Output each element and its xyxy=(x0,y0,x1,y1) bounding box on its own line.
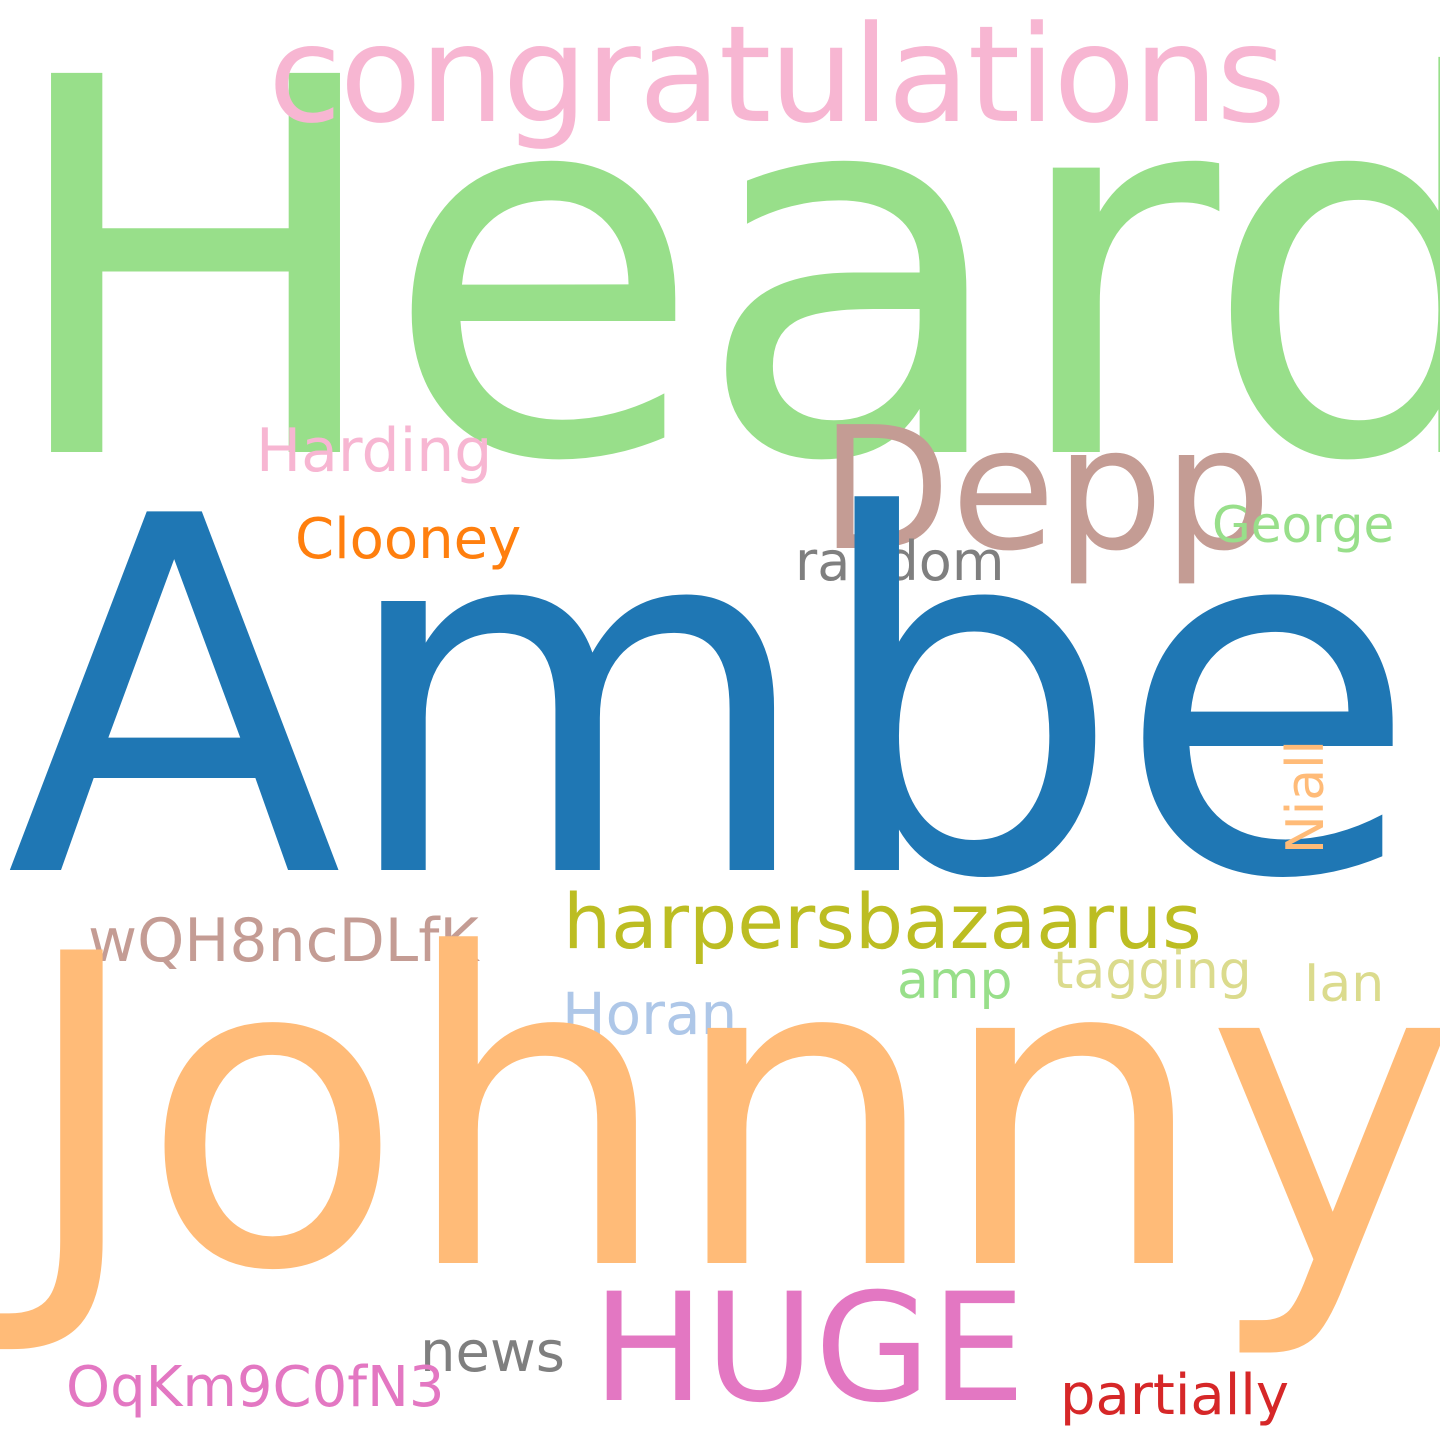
word-depp: Depp xyxy=(820,391,1272,589)
word-harpersbazaarus: harpersbazaarus xyxy=(563,877,1202,966)
word-partially: partially xyxy=(1060,1363,1289,1428)
word-clooney: Clooney xyxy=(295,507,522,572)
word-tagging: tagging xyxy=(1053,941,1252,1001)
word-news: news xyxy=(420,1320,565,1385)
word-oqkm9c0fn3: OqKm9C0fN3 xyxy=(66,1355,445,1420)
word-wqh8ncdlfk: wQH8ncDLfK xyxy=(88,906,479,976)
word-congratulations: congratulations xyxy=(268,0,1286,153)
word-ian: Ian xyxy=(1304,954,1385,1014)
word-george: George xyxy=(1212,496,1395,554)
word-horan: Horan xyxy=(562,980,738,1048)
word-niall: Niall xyxy=(1276,740,1336,855)
word-heard: Heard xyxy=(0,0,1440,575)
word-huge: HUGE xyxy=(592,1262,1026,1436)
word-random: random xyxy=(795,530,1005,593)
word-johnny: Johnny xyxy=(18,865,1440,1365)
word-amp: amp xyxy=(897,951,1013,1011)
word-harding: Harding xyxy=(256,416,493,486)
word-amber: Amber xyxy=(6,414,1440,987)
